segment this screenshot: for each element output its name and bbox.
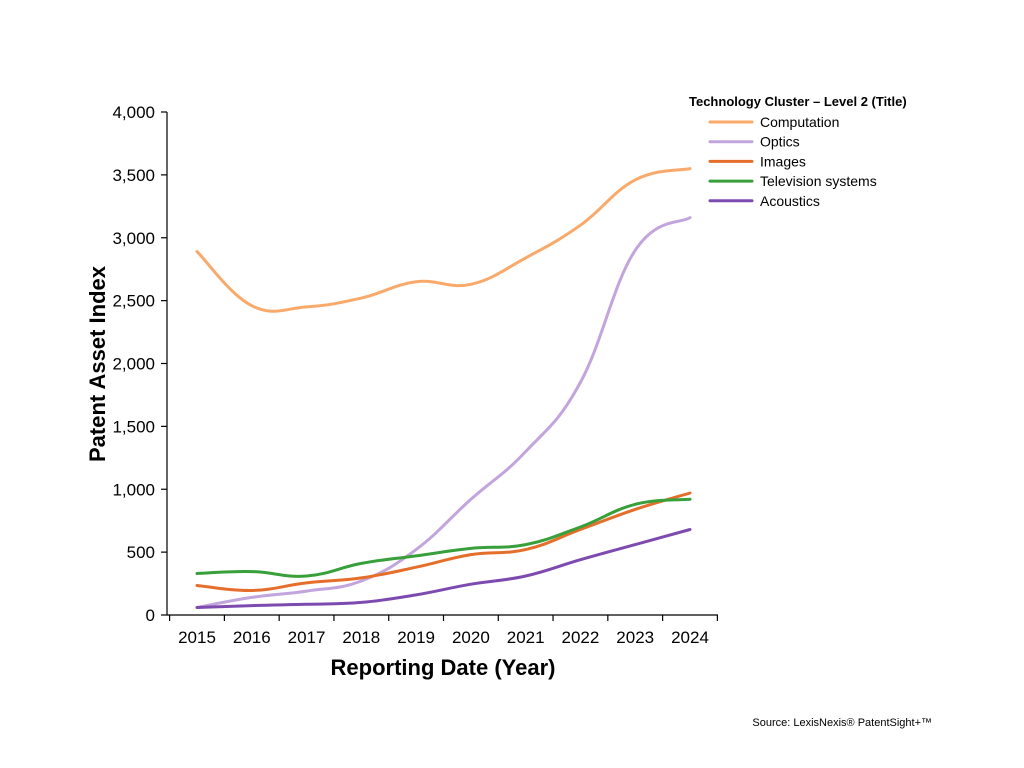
x-tick-label: 2024 <box>671 628 709 647</box>
legend-label: Computation <box>760 114 839 130</box>
source-note: Source: LexisNexis® PatentSight+™ <box>752 717 932 729</box>
tick-labels: 0 500 1,000 1,500 2,000 2,500 3,000 3,500 4,000 2… <box>112 103 708 647</box>
axes <box>161 111 718 621</box>
legend-item-computation: Computation <box>708 114 839 130</box>
x-tick-label: 2018 <box>342 628 380 647</box>
y-tick-label: 2,000 <box>112 355 155 374</box>
x-tick-label: 2017 <box>288 628 326 647</box>
x-tick-label: 2016 <box>233 628 271 647</box>
y-tick-label: 3,000 <box>112 229 155 248</box>
y-tick-label: 2,500 <box>112 292 155 311</box>
legend-label: Television systems <box>760 173 877 189</box>
series-line-images <box>195 491 692 593</box>
y-tick-label: 500 <box>127 543 155 562</box>
x-tick-label: 2021 <box>507 628 545 647</box>
legend-items: Computation Optics Images Television system… <box>708 114 877 209</box>
legend-label: Acoustics <box>760 193 820 209</box>
series-line-acoustics <box>195 528 692 609</box>
legend-item-images: Images <box>708 153 806 169</box>
x-axis-title: Reporting Date (Year) <box>331 655 556 680</box>
y-tick-label: 1,500 <box>112 417 155 436</box>
y-axis-title: Patent Asset Index <box>85 265 110 462</box>
x-tick-label: 2023 <box>616 628 654 647</box>
x-tick-label: 2015 <box>178 628 216 647</box>
series-line-television-systems <box>195 497 692 578</box>
y-tick-label: 3,500 <box>112 166 155 185</box>
legend-title: Technology Cluster – Level 2 (Title) <box>689 94 907 109</box>
y-tick-label: 0 <box>146 606 155 625</box>
legend: Technology Cluster – Level 2 (Title) Com… <box>689 94 907 209</box>
series-line-computation <box>195 167 692 313</box>
legend-item-acoustics: Acoustics <box>708 193 820 209</box>
legend-label: Optics <box>760 134 800 150</box>
legend-item-television-systems: Television systems <box>708 173 877 189</box>
series-line-optics <box>195 216 692 609</box>
x-tick-label: 2019 <box>397 628 435 647</box>
series-lines <box>195 167 692 609</box>
y-tick-label: 1,000 <box>112 480 155 499</box>
x-tick-label: 2022 <box>562 628 600 647</box>
y-tick-label: 4,000 <box>112 103 155 122</box>
legend-label: Images <box>760 153 806 169</box>
x-tick-label: 2020 <box>452 628 490 647</box>
legend-item-optics: Optics <box>708 134 800 150</box>
